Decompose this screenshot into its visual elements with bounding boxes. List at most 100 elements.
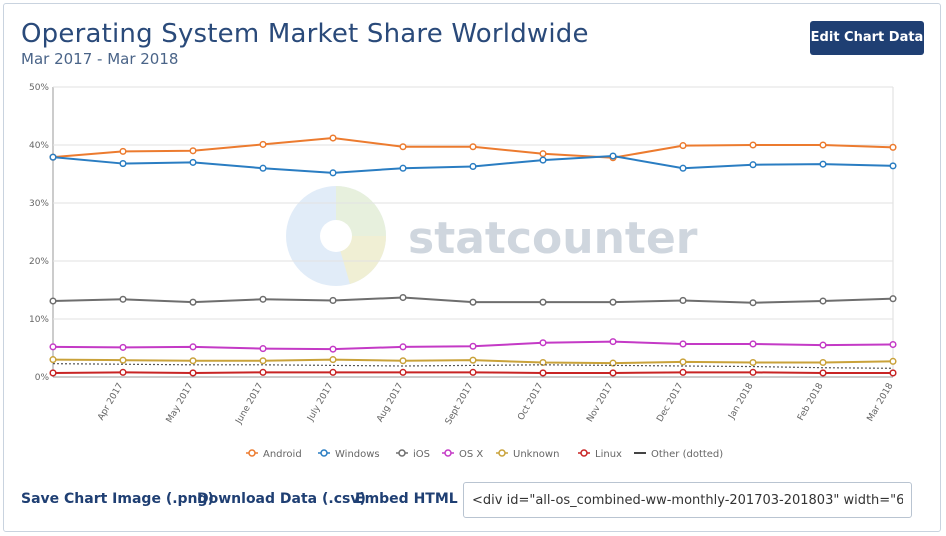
- watermark-logo-segment: [336, 236, 386, 284]
- data-point: [609, 369, 617, 377]
- data-point: [679, 340, 687, 348]
- data-point: [259, 295, 267, 303]
- data-point: [819, 358, 827, 367]
- data-point: [119, 160, 127, 168]
- download-data-link[interactable]: Download Data (.csv): [197, 491, 366, 507]
- data-point: [119, 295, 127, 303]
- data-point: [259, 345, 267, 353]
- series-line-other-dotted-: [52, 363, 894, 369]
- data-point: [259, 164, 267, 172]
- data-point: [609, 298, 617, 306]
- legend-marker: [320, 449, 328, 457]
- data-point: [539, 150, 547, 158]
- legend-label: Android: [263, 449, 302, 460]
- x-tick-label: Jan 2018: [727, 381, 756, 421]
- data-point: [189, 298, 197, 306]
- data-point: [469, 342, 477, 350]
- data-point: [539, 156, 547, 164]
- data-point: [679, 296, 687, 304]
- x-tick-label: Sept 2017: [444, 382, 476, 427]
- data-point: [749, 368, 757, 376]
- data-point: [49, 153, 57, 161]
- y-tick-label: 10%: [29, 315, 49, 325]
- data-point: [889, 295, 897, 303]
- data-point: [49, 297, 57, 305]
- data-point: [189, 357, 197, 365]
- y-tick-label: 40%: [29, 141, 49, 151]
- legend-label: Linux: [595, 449, 622, 460]
- x-tick-label: Oct 2017: [516, 382, 545, 423]
- data-point: [399, 357, 407, 365]
- save-chart-image-link[interactable]: Save Chart Image (.png): [21, 491, 214, 507]
- watermark-logo-segment: [336, 186, 386, 236]
- data-point: [189, 369, 197, 377]
- data-point: [399, 343, 407, 351]
- x-tick-label: Feb 2018: [796, 381, 826, 422]
- data-point: [749, 340, 757, 348]
- legend-label: Windows: [335, 449, 380, 460]
- x-tick-label: June 2017: [234, 382, 266, 427]
- date-range-subtitle: Mar 2017 - Mar 2018: [21, 50, 179, 68]
- data-point: [119, 368, 127, 376]
- data-point: [399, 368, 407, 376]
- data-point: [399, 164, 407, 172]
- edit-chart-data-button[interactable]: Edit Chart Data: [810, 21, 924, 55]
- data-point: [259, 140, 267, 148]
- data-point: [399, 143, 407, 151]
- data-point: [49, 343, 57, 351]
- x-tick-label: Mar 2018: [866, 381, 896, 423]
- x-tick-label: May 2017: [165, 382, 196, 425]
- legend-marker: [248, 449, 256, 457]
- data-point: [119, 147, 127, 155]
- y-tick-label: 50%: [29, 83, 49, 93]
- embed-code-input[interactable]: [463, 482, 912, 518]
- watermark-logo-hole: [320, 220, 352, 252]
- x-tick-label: Dec 2017: [655, 382, 685, 424]
- watermark-text: statcounter: [408, 213, 698, 264]
- data-point: [329, 134, 337, 142]
- data-point: [189, 158, 197, 166]
- data-point: [609, 338, 617, 346]
- data-point: [749, 141, 757, 149]
- legend-marker: [498, 449, 506, 457]
- data-point: [539, 298, 547, 306]
- y-tick-label: 30%: [29, 199, 49, 209]
- legend-marker: [444, 449, 452, 457]
- data-point: [889, 357, 897, 365]
- legend-label: Unknown: [513, 449, 559, 460]
- data-point: [889, 143, 897, 151]
- data-point: [749, 358, 757, 367]
- data-point: [889, 162, 897, 170]
- legend-label: Other (dotted): [651, 449, 723, 460]
- data-point: [469, 356, 477, 364]
- legend-label: iOS: [413, 449, 430, 460]
- data-point: [119, 356, 127, 364]
- data-point: [749, 161, 757, 169]
- legend-label: OS X: [459, 449, 483, 460]
- data-point: [539, 358, 547, 367]
- legend-marker: [398, 449, 406, 457]
- statcounter-watermark: statcounter: [286, 186, 698, 286]
- data-point: [189, 147, 197, 155]
- y-tick-label: 0%: [35, 373, 50, 383]
- data-point: [609, 152, 617, 160]
- data-point: [819, 141, 827, 149]
- data-point: [889, 340, 897, 349]
- data-point: [679, 142, 687, 150]
- data-point: [399, 293, 407, 302]
- data-point: [469, 298, 477, 306]
- data-point: [469, 368, 477, 376]
- x-tick-label: Apr 2017: [96, 382, 125, 423]
- data-point: [259, 357, 267, 365]
- data-point: [469, 143, 477, 151]
- data-point: [679, 164, 687, 172]
- data-point: [329, 368, 337, 376]
- data-point: [329, 356, 337, 364]
- data-point: [49, 369, 57, 377]
- data-point: [819, 297, 827, 305]
- data-point: [679, 358, 687, 366]
- data-point: [679, 368, 687, 376]
- data-point: [889, 369, 897, 377]
- data-point: [539, 339, 547, 347]
